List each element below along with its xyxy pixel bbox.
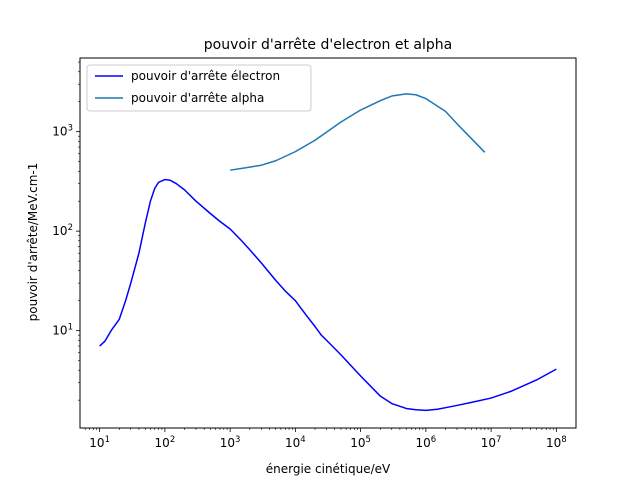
series-line-0 — [99, 178, 557, 412]
tick-layer: 101 102 103 104 105 106 107 108 101 102 103 — [52, 61, 567, 450]
legend-box — [86, 64, 312, 112]
y-axis-label: pouvoir d'arrête/MeV.cm-1 — [26, 163, 40, 322]
x-axis-label: énergie cinétique/eV — [266, 462, 391, 476]
plot-frame — [79, 57, 577, 429]
y-tick-label: 102 — [52, 223, 73, 238]
legend-label-electron: pouvoir d'arrête électron — [131, 69, 280, 83]
y-tick-label: 101 — [52, 323, 73, 338]
series-line-1 — [230, 93, 486, 171]
y-tick-label: 103 — [52, 124, 73, 139]
chart-title: pouvoir d'arrête d'electron et alpha — [204, 37, 452, 53]
x-tick-label: 107 — [481, 435, 502, 450]
x-tick-label: 104 — [285, 435, 306, 450]
x-tick-label: 105 — [350, 435, 371, 450]
x-tick-label: 103 — [220, 435, 241, 450]
x-tick-label: 101 — [89, 435, 110, 450]
x-tick-label: 106 — [416, 435, 437, 450]
legend-label-alpha: pouvoir d'arrête alpha — [131, 91, 264, 105]
series-layer — [99, 93, 557, 412]
legend: pouvoir d'arrête électron pouvoir d'arrê… — [86, 64, 312, 112]
x-tick-label: 102 — [155, 435, 176, 450]
x-tick-label: 108 — [546, 435, 567, 450]
